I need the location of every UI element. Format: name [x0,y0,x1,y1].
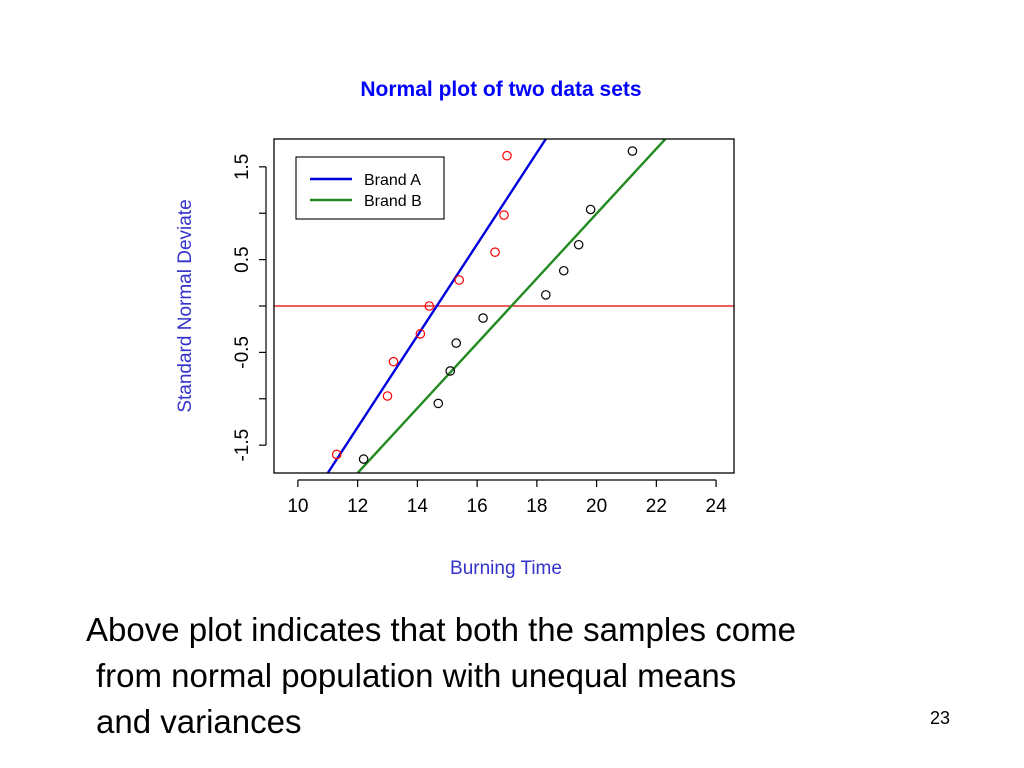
caption-line-1: Above plot indicates that both the sampl… [86,611,796,648]
data-point-brand-b-7 [573,239,584,250]
x-tick-label: 16 [467,496,488,517]
caption-line-2: from normal population with unequal mean… [96,657,737,694]
y-tick-label: 1.5 [232,154,253,180]
data-point-brand-b-6 [558,265,569,276]
legend-box [295,156,445,220]
data-point-brand-b-0 [358,454,369,464]
data-point-brand-a-1 [382,391,393,401]
plot-frame [273,138,735,474]
page-number: 23 [930,708,951,728]
data-point-brand-a-4 [424,301,435,311]
x-tick-label: 22 [646,496,667,517]
data-point-brand-a-5 [454,275,464,285]
y-axis-label: Standard Normal Deviate [175,199,196,412]
caption-line-3: and variances [96,703,302,740]
chart-title: Normal plot of two data sets [360,78,641,101]
data-point-brand-b-3 [451,338,462,348]
data-point-brand-a-8 [502,150,512,161]
x-tick-label: 24 [706,496,728,517]
x-tick-label: 20 [586,496,607,517]
y-tick-label: -0.5 [232,336,253,369]
slide-caption: Above plot indicates that both the sampl… [86,607,986,745]
y-tick-label: -1.5 [232,429,253,462]
y-tick-label: 0.5 [232,246,253,272]
fit-line-brand-b [356,139,667,473]
data-point-brand-b-4 [478,313,488,323]
data-point-brand-a-2 [388,356,399,367]
x-tick-label: 12 [347,496,368,517]
legend-label-brand-b: Brand B [364,193,422,210]
data-point-brand-a-7 [499,210,509,220]
legend-label-brand-a: Brand A [364,172,421,189]
data-point-brand-b-5 [541,290,551,300]
data-point-brand-b-2 [445,366,456,376]
fit-line-brand-a [326,139,547,473]
x-tick-label: 10 [287,496,308,517]
data-point-brand-a-0 [331,449,342,460]
data-point-brand-a-6 [490,247,500,257]
x-axis-label: Burning Time [450,558,562,579]
normal-plot-chart: Normal plot of two data sets 10 12 14 16 18 20… [175,78,735,579]
x-tick-label: 14 [407,496,429,517]
data-point-brand-b-1 [433,398,444,409]
data-point-brand-b-8 [585,204,596,215]
x-tick-label: 18 [526,496,547,517]
data-point-brand-a-3 [415,329,426,339]
data-point-brand-b-9 [627,146,638,156]
